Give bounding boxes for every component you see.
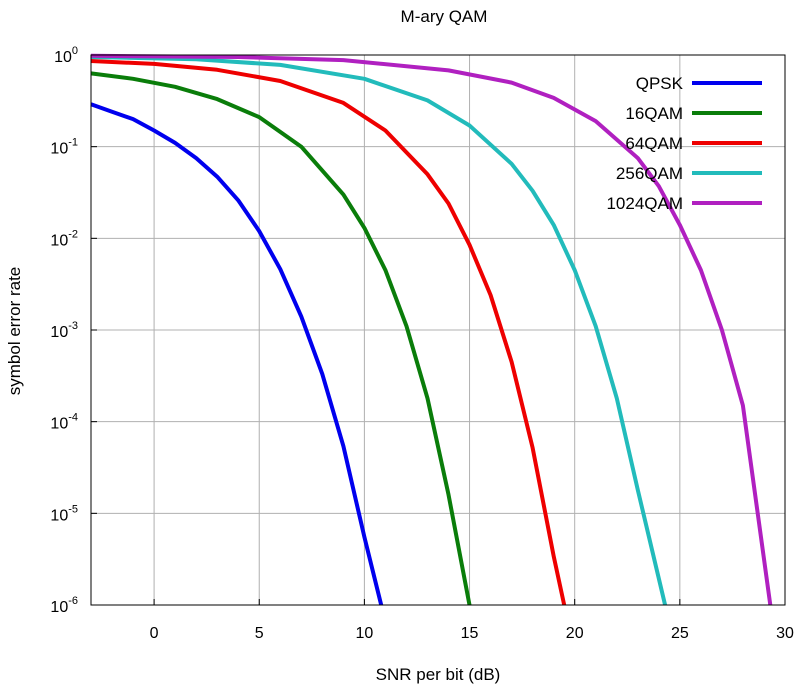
series-line-1024qam [90,53,773,606]
legend-label: 64QAM [625,134,683,153]
plot-frame [90,54,786,606]
series-line-64qam [90,59,567,606]
x-tick-label: 0 [150,625,159,642]
x-tick-label: 20 [566,625,584,642]
x-tick-label: 30 [776,625,794,642]
y-tick-base: 10 [50,324,68,341]
y-tick-exponent: -4 [68,412,78,424]
legend-label: QPSK [636,74,684,93]
chart-title: M-ary QAM [401,7,488,26]
y-tick-base: 10 [50,507,68,524]
y-axis-label: symbol error rate [5,267,24,395]
y-tick-base: 10 [50,599,68,616]
y-tick-exponent: -2 [68,228,78,240]
y-tick-label: 10-1 [50,137,78,158]
y-tick-base: 10 [50,416,68,433]
y-tick-label: 10-3 [50,320,78,341]
y-tick-label: 10-4 [50,412,78,433]
series-line-qpsk [90,102,384,606]
y-tick-label: 100 [54,45,78,66]
y-tick-base: 10 [50,141,68,158]
y-tick-base: 10 [50,232,68,249]
series-layer [90,53,773,606]
x-axis-ticks: 0 5 10 15 20 25 30 [150,599,794,642]
y-tick-label: 10-6 [50,595,78,616]
x-axis-label: SNR per bit (dB) [376,665,501,684]
y-tick-exponent: -3 [68,320,78,332]
x-tick-label: 10 [355,625,373,642]
y-tick-exponent: -5 [68,503,78,515]
legend-label: 1024QAM [606,194,683,213]
x-tick-label: 15 [461,625,479,642]
x-tick-label: 5 [255,625,264,642]
y-tick-exponent: -6 [68,595,78,607]
legend: QPSK 16QAM 64QAM 256QAM 1024QAM [606,74,762,213]
legend-label: 16QAM [625,104,683,123]
y-tick-exponent: -1 [68,137,78,149]
x-tick-label: 25 [671,625,689,642]
series-line-16qam [90,71,472,606]
y-tick-exponent: 0 [72,45,78,57]
y-tick-label: 10-5 [50,503,78,524]
y-tick-label: 10-2 [50,228,78,249]
series-line-256qam [90,55,668,606]
legend-label: 256QAM [616,164,683,183]
y-tick-base: 10 [54,49,72,66]
